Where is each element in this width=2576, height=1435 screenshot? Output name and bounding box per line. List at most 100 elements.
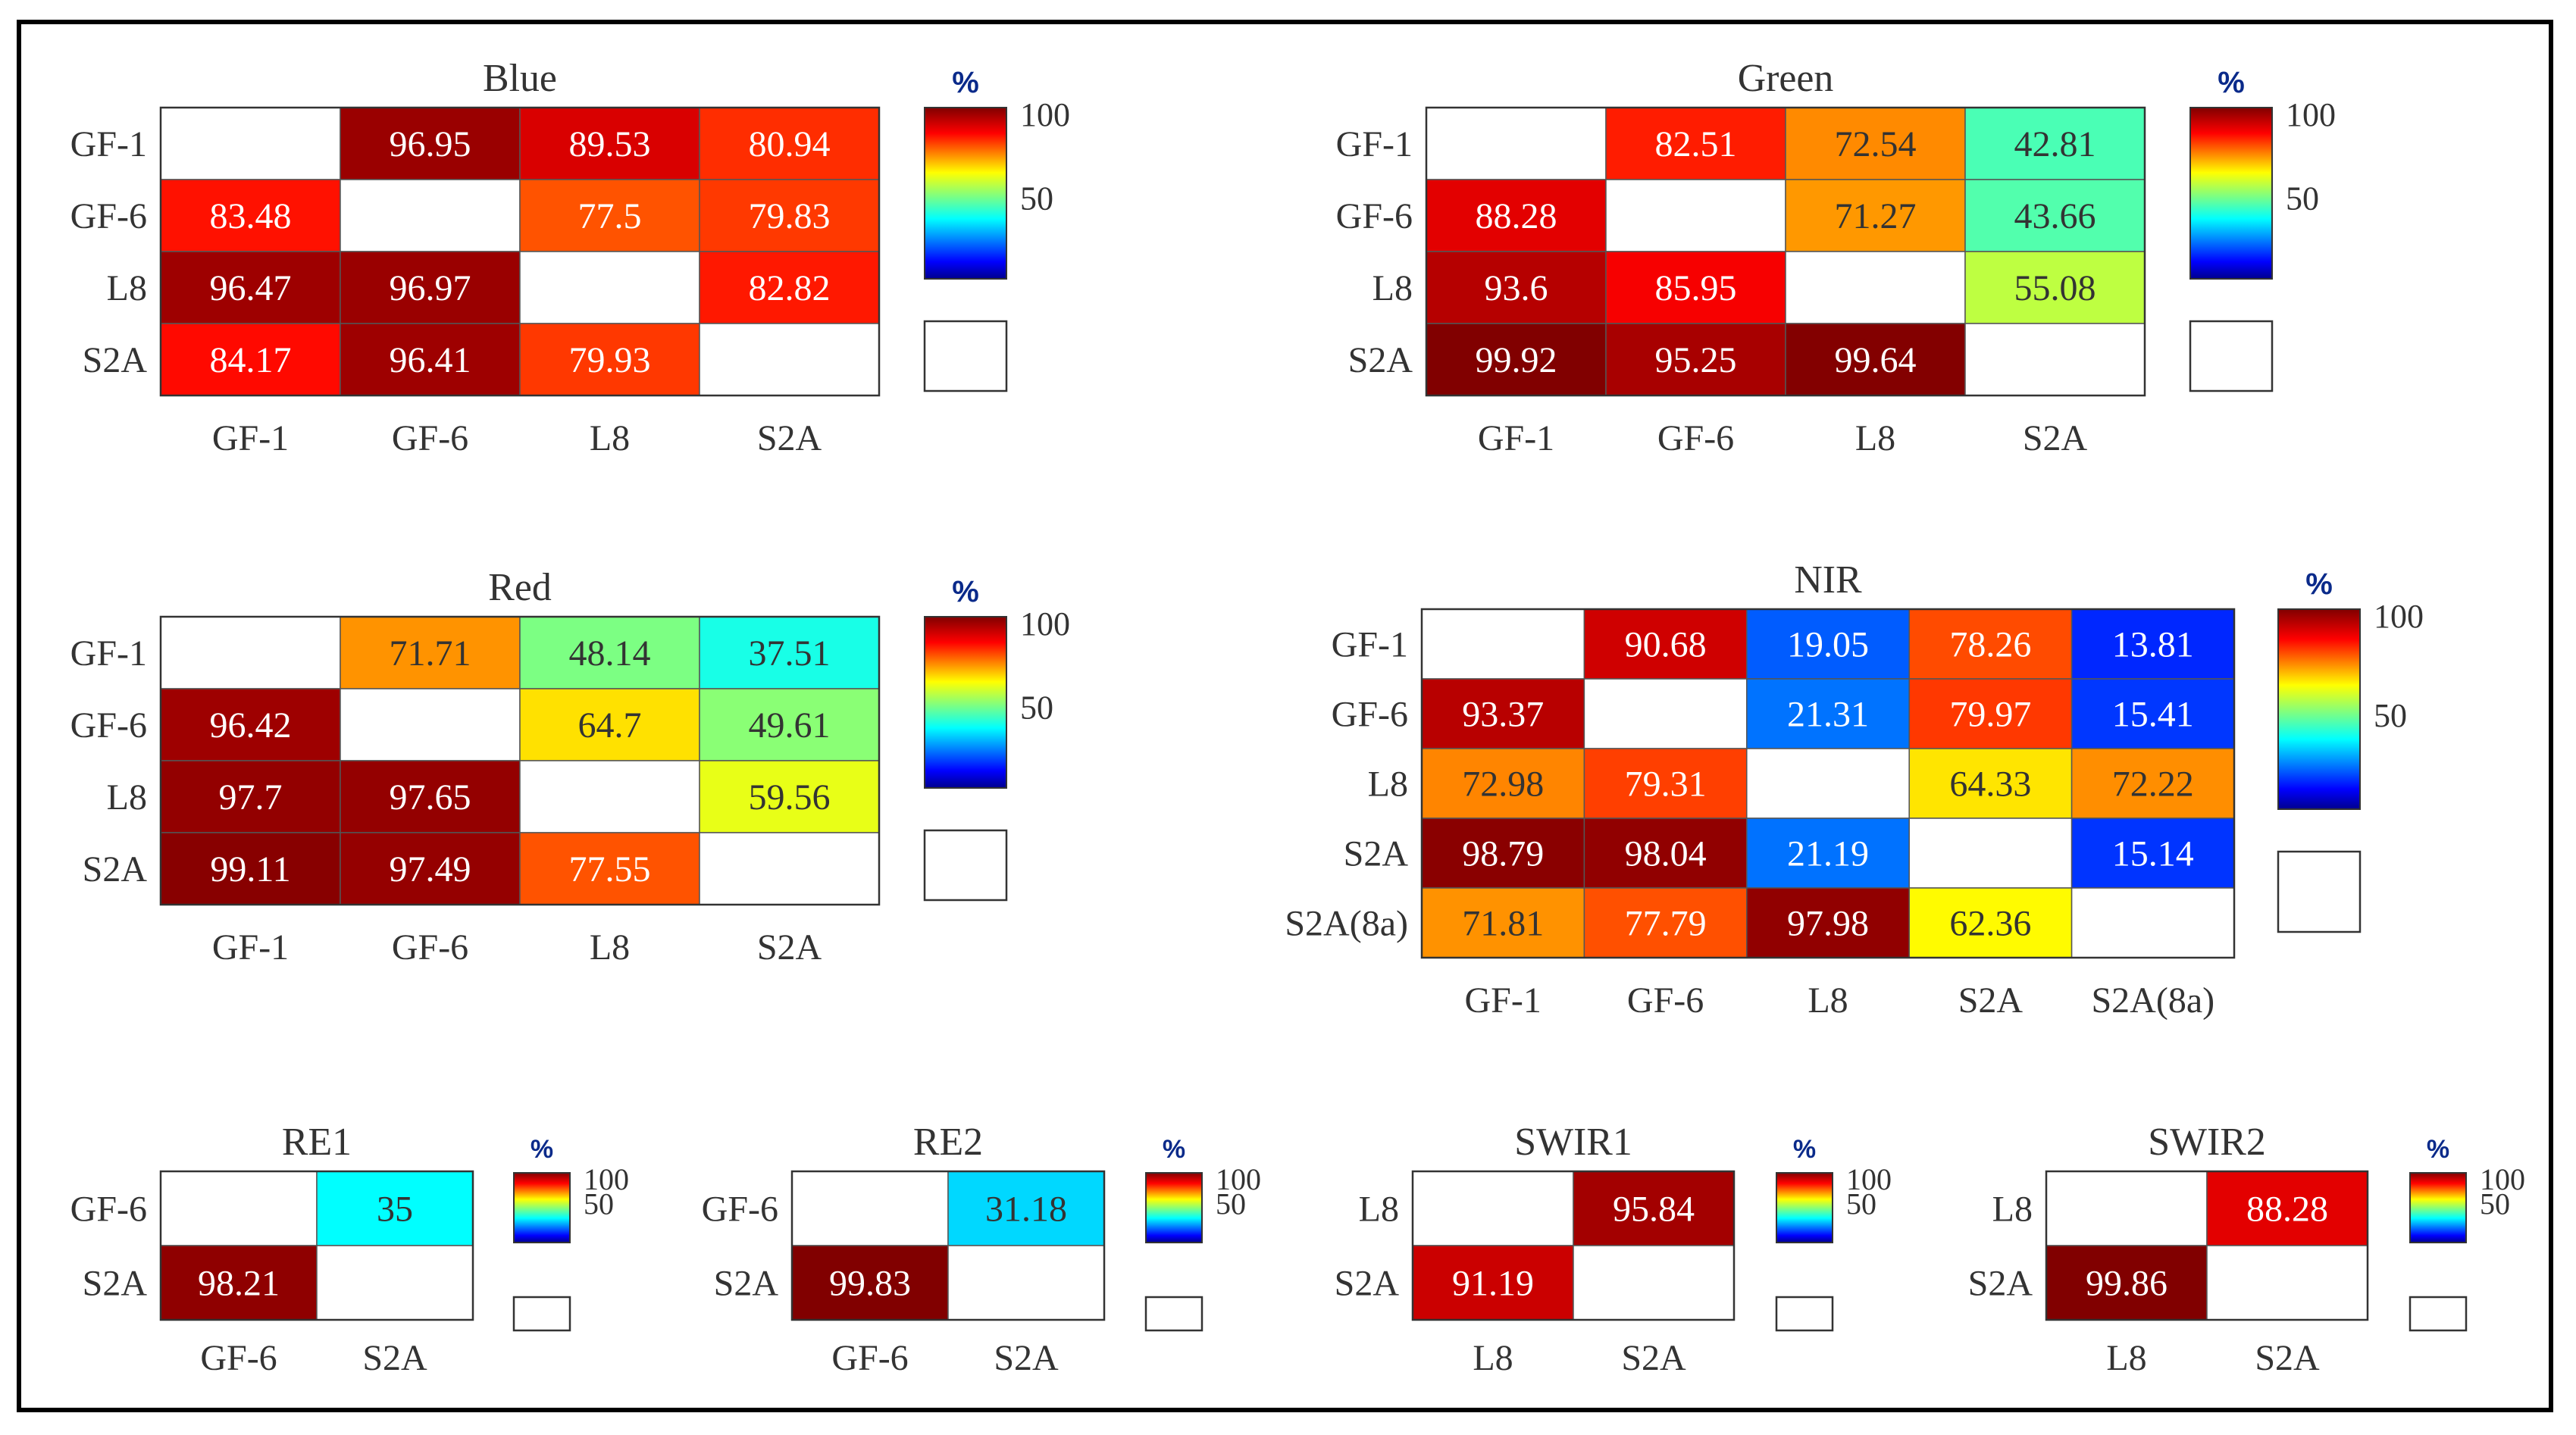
chart-1-cell-r0-c1 (1605, 107, 1786, 180)
chart-2-nan-swatch (923, 829, 1008, 902)
chart-2-title: Red (488, 566, 552, 609)
chart-1-cell-r3-c3 (1964, 323, 2146, 396)
chart-2-colorbar-tick-100: 100 (1020, 605, 1070, 642)
chart-2-colorbar (924, 616, 1007, 789)
chart-0-cell-r1-c1 (340, 179, 521, 252)
chart-3-cell-label-r2-c1: 79.31 (1625, 764, 1707, 804)
chart-4-cell-label-r0-c1: 35 (377, 1189, 413, 1229)
chart-4-nan-swatch (512, 1296, 571, 1332)
chart-0-colorbar-tick-100: 100 (1020, 96, 1070, 133)
chart-2-cell-label-r2-c0: 97.7 (219, 777, 283, 818)
chart-3-cell-r2-c3 (1908, 748, 2073, 819)
chart-2-cell-label-r1-c0: 96.42 (210, 705, 292, 746)
chart-5-nan-swatch (1144, 1296, 1203, 1332)
chart-3-cell-label-r0-c1: 90.68 (1625, 624, 1707, 664)
chart-1-cell-r2-c0 (1426, 251, 1607, 324)
chart-1-cell-label-r0-c3: 42.81 (2014, 124, 2096, 164)
chart-3-cell-label-r2-c3: 64.33 (1949, 764, 2031, 804)
chart-3-colorbar-tick-50: 50 (2374, 697, 2407, 734)
chart-2-row-label-1: GF-6 (70, 705, 147, 746)
chart-4-cell-r1-c1 (316, 1245, 474, 1321)
chart-0-nan-swatch (923, 320, 1008, 392)
chart-3-cell-r4-c3 (1908, 887, 2073, 958)
chart-0-cell-label-r0-c1: 96.95 (390, 124, 471, 164)
chart-7-grid-border (2045, 1170, 2369, 1321)
chart-1-cell-label-r1-c0: 88.28 (1476, 196, 1557, 236)
chart-2-cell-r1-c3 (699, 688, 880, 761)
chart-7-cell-r0-c0 (2045, 1171, 2208, 1246)
chart-0-row-label-0: GF-1 (70, 124, 147, 164)
chart-3-colorbar (2277, 608, 2361, 810)
chart-5-cell-r1-c0 (791, 1245, 949, 1321)
chart-4-colorbar-tick-50: 50 (584, 1187, 614, 1221)
chart-7-row-label-1: S2A (1968, 1263, 2033, 1303)
chart-1-cell-r3-c0 (1426, 323, 1607, 396)
chart-4-colorbar-unit: % (531, 1135, 553, 1164)
chart-3-col-label-3: S2A (1958, 980, 2024, 1021)
chart-6-row-label-1: S2A (1335, 1263, 1400, 1303)
chart-7-cell-r1-c1 (2206, 1245, 2368, 1321)
chart-2-col-label-2: L8 (590, 927, 630, 968)
chart-0-cell-label-r3-c2: 79.93 (569, 340, 651, 380)
chart-1-cell-r2-c3 (1964, 251, 2146, 324)
chart-0-colorbar-tick-50: 50 (1020, 180, 1053, 217)
chart-1-colorbar-unit: % (2218, 66, 2245, 99)
chart-3-cell-label-r3-c4: 15.14 (2112, 833, 2194, 874)
chart-0-cell-label-r1-c2: 77.5 (578, 196, 642, 236)
chart-4-colorbar (513, 1172, 571, 1243)
chart-7-row-label-0: L8 (1992, 1189, 2033, 1229)
chart-2-cell-label-r1-c3: 49.61 (749, 705, 831, 746)
chart-3-col-label-0: GF-1 (1465, 980, 1542, 1021)
chart-2-cell-label-r1-c2: 64.7 (578, 705, 642, 746)
chart-4-title: RE1 (282, 1121, 352, 1164)
chart-2-cell-label-r0-c2: 48.14 (569, 633, 651, 674)
chart-3-cell-r2-c0 (1421, 748, 1585, 819)
chart-3-cell-r1-c1 (1583, 678, 1748, 749)
chart-3-cell-label-r4-c2: 97.98 (1787, 903, 1869, 943)
chart-3-row-label-4: S2A(8a) (1285, 903, 1408, 943)
chart-0-cell-r0-c2 (519, 107, 700, 180)
chart-7-title: SWIR2 (2148, 1121, 2266, 1164)
chart-0-grid-border (159, 106, 881, 397)
chart-5-colorbar-tick-50: 50 (1216, 1187, 1246, 1221)
chart-3-cell-r3-c3 (1908, 818, 2073, 889)
chart-2-col-label-3: S2A (757, 927, 822, 968)
chart-1-col-label-2: L8 (1855, 418, 1895, 458)
chart-1-cell-label-r3-c2: 99.64 (1835, 340, 1917, 380)
chart-0-cell-label-r0-c3: 80.94 (749, 124, 831, 164)
chart-0-cell-r2-c2 (519, 251, 700, 324)
chart-3-col-label-2: L8 (1808, 980, 1848, 1021)
chart-1-cell-label-r0-c2: 72.54 (1835, 124, 1917, 164)
chart-3-cell-r4-c2 (1746, 887, 1910, 958)
chart-3-col-label-1: GF-6 (1627, 980, 1704, 1021)
chart-0-col-label-3: S2A (757, 418, 822, 458)
chart-7-cell-label-r1-c0: 99.86 (2086, 1263, 2168, 1303)
chart-1-cell-r1-c1 (1605, 179, 1786, 252)
chart-3-cell-r1-c3 (1908, 678, 2073, 749)
chart-6-colorbar-tick-100: 100 (1846, 1162, 1892, 1196)
chart-2-cell-label-r3-c1: 97.49 (390, 849, 471, 889)
chart-1-cell-label-r0-c1: 82.51 (1655, 124, 1737, 164)
chart-2-cell-label-r0-c3: 37.51 (749, 633, 831, 674)
chart-0-cell-r2-c1 (340, 251, 521, 324)
chart-1-row-label-0: GF-1 (1336, 124, 1413, 164)
chart-2-col-label-1: GF-6 (392, 927, 468, 968)
chart-4-row-label-0: GF-6 (70, 1189, 147, 1229)
chart-4-grid-border (159, 1170, 474, 1321)
chart-1-cell-label-r2-c1: 85.95 (1655, 268, 1737, 308)
chart-5-colorbar-tick-100: 100 (1216, 1162, 1261, 1196)
chart-4-col-label-0: GF-6 (200, 1338, 277, 1378)
chart-5-cell-r1-c1 (947, 1245, 1105, 1321)
chart-3-cell-label-r4-c1: 77.79 (1625, 903, 1707, 943)
chart-1-title: Green (1738, 57, 1834, 100)
chart-0-row-label-3: S2A (83, 340, 148, 380)
chart-0-cell-r1-c0 (160, 179, 341, 252)
chart-1-cell-label-r2-c3: 55.08 (2014, 268, 2096, 308)
chart-7-nan-swatch (2409, 1296, 2468, 1332)
chart-5-cell-label-r1-c0: 99.83 (829, 1263, 911, 1303)
chart-3-grid-border (1420, 608, 2236, 959)
chart-4-cell-r0-c1 (316, 1171, 474, 1246)
